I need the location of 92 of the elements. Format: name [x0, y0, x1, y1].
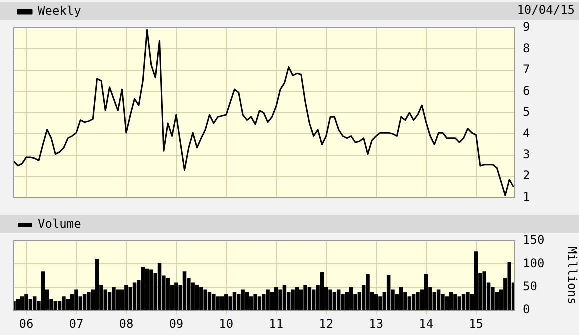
bar [204, 290, 208, 310]
bar [308, 287, 312, 310]
y-tick-label: 6 [523, 84, 530, 98]
bar [16, 299, 20, 310]
bar [208, 292, 212, 310]
y-tick-label: 5 [523, 105, 530, 120]
y-axis-title: Millions [566, 246, 579, 305]
bar [304, 285, 308, 310]
bar [328, 290, 332, 310]
bar [424, 274, 428, 310]
bar [245, 292, 250, 310]
bar [220, 296, 224, 310]
x-tick-label: 11 [269, 316, 284, 331]
x-tick-label: 09 [169, 316, 184, 331]
bar [266, 290, 270, 310]
bar [258, 296, 262, 310]
bar [349, 287, 354, 310]
bar [116, 290, 120, 310]
bar [174, 282, 178, 310]
bar [128, 287, 132, 310]
bar [141, 266, 145, 310]
bar [274, 287, 278, 310]
bar [254, 294, 258, 310]
bar [458, 296, 462, 310]
bar [132, 282, 137, 310]
y-tick-label: 7 [523, 62, 530, 77]
bar [166, 278, 170, 310]
bar [366, 274, 370, 310]
bar [412, 294, 416, 310]
bar [474, 252, 478, 310]
bar [24, 294, 28, 310]
bar [454, 294, 458, 310]
bar [466, 292, 470, 310]
bar [212, 294, 216, 310]
bar [282, 285, 287, 310]
bar [20, 296, 24, 310]
y-tick-label: 150 [523, 233, 545, 248]
bar [182, 272, 187, 310]
bar [232, 292, 237, 310]
bar [332, 292, 337, 310]
x-tick-label: 10 [219, 316, 234, 331]
bar [145, 268, 150, 310]
x-tick-label: 15 [469, 316, 484, 331]
text: 10/04/15 [517, 3, 575, 18]
x-tick-label: 13 [369, 316, 384, 331]
bar [95, 259, 100, 310]
y-tick-label: 50 [523, 280, 538, 294]
legend-label: Weekly [38, 4, 82, 18]
bar [158, 263, 162, 310]
x-tick-label: 14 [419, 316, 434, 331]
bar [112, 287, 116, 310]
bar [374, 294, 378, 310]
y-tick-label: 8 [523, 41, 530, 56]
x-tick-label: 07 [69, 316, 84, 331]
bar [216, 296, 220, 310]
y-tick-label: 1 [523, 190, 530, 204]
bar [54, 301, 58, 310]
y-tick-label: 2 [523, 168, 530, 183]
y-tick-label: 9 [523, 20, 530, 34]
bar [124, 285, 128, 310]
bar [386, 275, 391, 310]
legend-label: Volume [38, 217, 82, 232]
bar [295, 287, 300, 310]
bar [195, 285, 200, 310]
bar [62, 296, 66, 310]
bar [82, 294, 87, 310]
bar [200, 287, 204, 310]
x-tick-label: 08 [119, 316, 134, 331]
bar [399, 287, 404, 310]
bar [41, 272, 46, 310]
y-tick-label: 3 [523, 147, 530, 162]
bar [449, 292, 454, 310]
x-tick-label: 06 [19, 316, 34, 331]
y-tick-label: 100 [523, 256, 545, 270]
bar [87, 292, 91, 310]
bar [436, 290, 441, 310]
bar [416, 292, 420, 310]
bar [491, 287, 495, 310]
bar [241, 290, 245, 310]
bar [482, 272, 486, 310]
bar [462, 294, 466, 310]
bar [150, 270, 154, 310]
bar [508, 262, 512, 310]
bar [291, 290, 295, 310]
y-tick-label: 4 [523, 126, 530, 140]
bar [32, 296, 37, 310]
bar [336, 290, 341, 310]
x-tick-label: 12 [319, 316, 334, 331]
bar [320, 272, 324, 310]
y-tick-label: 0 [523, 302, 530, 317]
bar [224, 294, 228, 310]
bar [74, 290, 78, 310]
